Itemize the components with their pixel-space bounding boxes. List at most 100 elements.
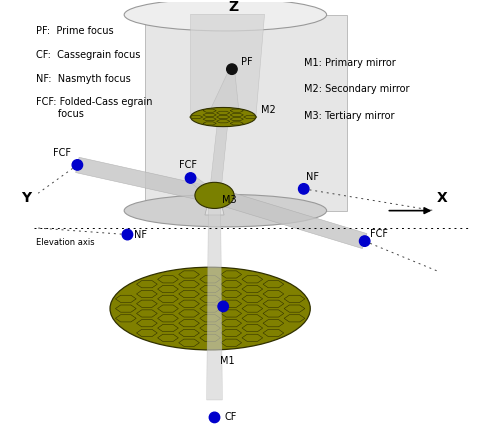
Polygon shape — [284, 295, 305, 302]
Polygon shape — [157, 305, 179, 312]
Ellipse shape — [124, 194, 326, 227]
Polygon shape — [221, 319, 241, 327]
Text: NF: NF — [134, 230, 147, 240]
Text: FCF: FCF — [370, 229, 388, 239]
Polygon shape — [203, 122, 216, 125]
Polygon shape — [179, 281, 199, 288]
Circle shape — [185, 173, 196, 183]
Text: CF:  Cassegrain focus: CF: Cassegrain focus — [36, 49, 140, 59]
Polygon shape — [179, 300, 199, 307]
Polygon shape — [136, 300, 157, 307]
Polygon shape — [203, 118, 216, 121]
Polygon shape — [242, 295, 263, 302]
Polygon shape — [136, 329, 157, 336]
Polygon shape — [230, 118, 243, 121]
Polygon shape — [200, 276, 220, 283]
Text: M1: Primary mirror: M1: Primary mirror — [304, 58, 395, 68]
Polygon shape — [157, 285, 179, 293]
Text: PF: PF — [241, 57, 253, 67]
Polygon shape — [157, 315, 179, 322]
Polygon shape — [115, 315, 136, 322]
Polygon shape — [145, 15, 347, 211]
Polygon shape — [230, 122, 243, 125]
Polygon shape — [157, 334, 179, 341]
Polygon shape — [200, 334, 220, 341]
Polygon shape — [75, 157, 216, 203]
Text: M2: M2 — [261, 105, 276, 115]
Text: FCF: Folded-Cass egrain
       focus: FCF: Folded-Cass egrain focus — [36, 97, 152, 119]
Polygon shape — [217, 111, 230, 114]
Polygon shape — [188, 175, 217, 198]
Polygon shape — [200, 295, 220, 302]
Polygon shape — [242, 285, 263, 293]
Polygon shape — [221, 339, 241, 346]
Polygon shape — [242, 325, 263, 332]
Circle shape — [227, 64, 237, 74]
Polygon shape — [263, 310, 284, 317]
Polygon shape — [263, 290, 284, 298]
Polygon shape — [191, 14, 265, 117]
Polygon shape — [115, 305, 136, 312]
Ellipse shape — [110, 267, 310, 350]
Ellipse shape — [124, 0, 326, 31]
Polygon shape — [263, 319, 284, 327]
Polygon shape — [221, 310, 241, 317]
Polygon shape — [242, 276, 263, 283]
Polygon shape — [179, 310, 199, 317]
Circle shape — [209, 412, 220, 423]
Polygon shape — [136, 319, 157, 327]
Polygon shape — [190, 115, 203, 118]
Text: NF:  Nasmyth focus: NF: Nasmyth focus — [36, 73, 131, 83]
Polygon shape — [136, 310, 157, 317]
Polygon shape — [263, 300, 284, 307]
Circle shape — [218, 301, 228, 312]
Text: M1: M1 — [220, 357, 235, 367]
Polygon shape — [200, 325, 220, 332]
Polygon shape — [179, 319, 199, 327]
Polygon shape — [230, 113, 243, 117]
Polygon shape — [242, 334, 263, 341]
Circle shape — [298, 184, 309, 194]
Text: X: X — [437, 191, 447, 205]
Polygon shape — [212, 188, 367, 249]
Polygon shape — [157, 295, 179, 302]
Polygon shape — [179, 271, 199, 278]
Polygon shape — [136, 281, 157, 288]
Polygon shape — [284, 305, 305, 312]
Polygon shape — [230, 109, 243, 112]
Polygon shape — [221, 271, 241, 278]
Polygon shape — [242, 315, 263, 322]
Polygon shape — [221, 281, 241, 288]
Polygon shape — [205, 200, 224, 215]
Polygon shape — [263, 329, 284, 336]
Polygon shape — [221, 300, 241, 307]
Polygon shape — [200, 315, 220, 322]
Text: M3: M3 — [222, 195, 237, 205]
Polygon shape — [179, 339, 199, 346]
Circle shape — [122, 229, 133, 240]
Polygon shape — [203, 109, 216, 112]
Text: FCF: FCF — [53, 149, 71, 158]
Polygon shape — [263, 281, 284, 288]
Text: M2: Secondary mirror: M2: Secondary mirror — [304, 84, 409, 94]
Ellipse shape — [195, 182, 234, 208]
Polygon shape — [200, 285, 220, 293]
Circle shape — [72, 160, 82, 170]
Polygon shape — [221, 290, 241, 298]
Polygon shape — [221, 329, 241, 336]
Text: M3: Tertiary mirror: M3: Tertiary mirror — [304, 111, 394, 121]
Polygon shape — [210, 117, 228, 187]
Polygon shape — [217, 115, 230, 118]
Polygon shape — [207, 200, 222, 400]
Text: Z: Z — [229, 0, 239, 14]
Polygon shape — [136, 290, 157, 298]
Polygon shape — [179, 329, 199, 336]
Polygon shape — [115, 295, 136, 302]
Text: PF:  Prime focus: PF: Prime focus — [36, 26, 114, 36]
Polygon shape — [203, 113, 216, 117]
Polygon shape — [207, 69, 239, 117]
Text: Y: Y — [21, 191, 31, 205]
Text: CF: CF — [224, 412, 236, 422]
Polygon shape — [242, 305, 263, 312]
Text: FCF: FCF — [180, 160, 197, 170]
